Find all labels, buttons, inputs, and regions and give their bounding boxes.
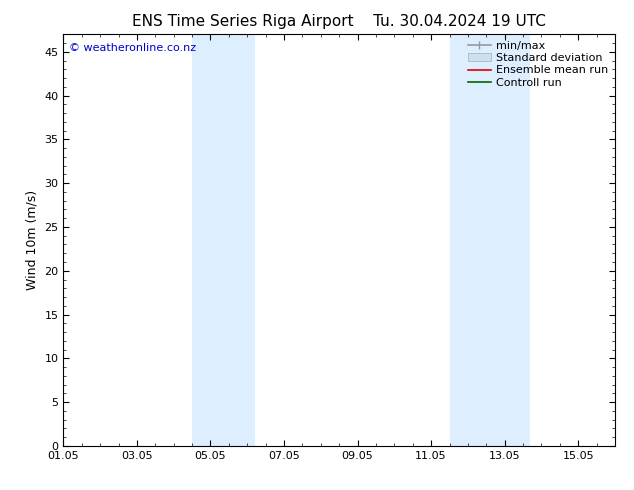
Bar <box>192 34 255 446</box>
Legend: min/max, Standard deviation, Ensemble mean run, Controll run: min/max, Standard deviation, Ensemble me… <box>465 38 612 91</box>
Title: ENS Time Series Riga Airport    Tu. 30.04.2024 19 UTC: ENS Time Series Riga Airport Tu. 30.04.2… <box>133 14 546 29</box>
Bar <box>486 34 531 446</box>
Bar <box>450 34 486 446</box>
Y-axis label: Wind 10m (m/s): Wind 10m (m/s) <box>26 190 39 290</box>
Text: © weatheronline.co.nz: © weatheronline.co.nz <box>69 43 196 52</box>
